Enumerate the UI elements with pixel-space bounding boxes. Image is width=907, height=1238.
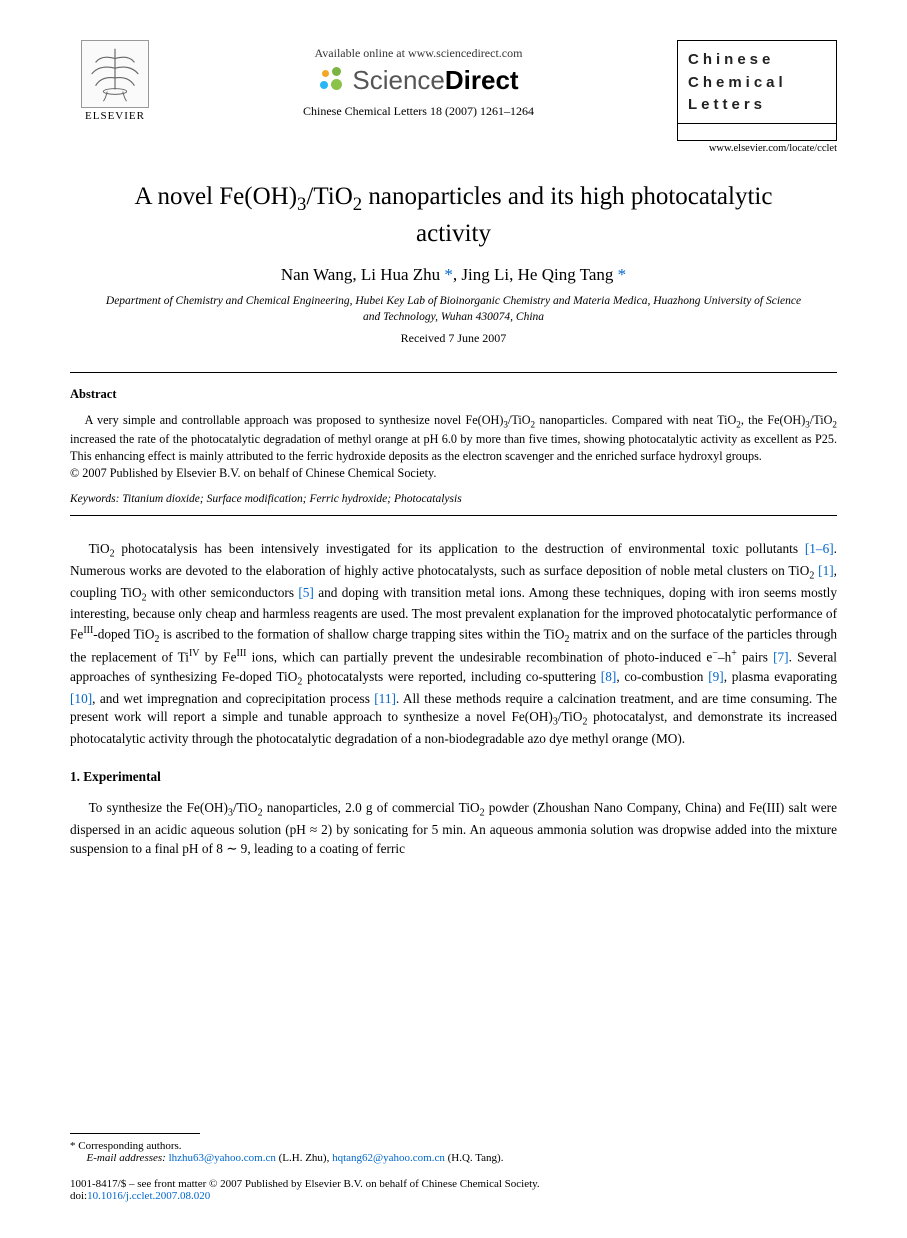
authors-line: Nan Wang, Li Hua Zhu *, Jing Li, He Qing… bbox=[70, 265, 837, 285]
available-online-text: Available online at www.sciencedirect.co… bbox=[160, 46, 677, 61]
doi-label: doi: bbox=[70, 1190, 87, 1202]
sciencedirect-dots-icon bbox=[318, 67, 346, 95]
journal-url[interactable]: www.elsevier.com/locate/cclet bbox=[677, 143, 837, 154]
corresponding-authors: * Corresponding authors. bbox=[70, 1140, 837, 1152]
sciencedirect-wordmark: ScienceDirect bbox=[352, 65, 518, 96]
issn-copyright: 1001-8417/$ – see front matter © 2007 Pu… bbox=[70, 1178, 837, 1190]
email-addresses: E-mail addresses: lhzhu63@yahoo.com.cn (… bbox=[87, 1152, 838, 1164]
section-1-heading: 1. Experimental bbox=[70, 769, 837, 785]
article-title: A novel Fe(OH)3/TiO2 nanoparticles and i… bbox=[100, 180, 807, 251]
email-link-1[interactable]: lhzhu63@yahoo.com.cn bbox=[169, 1152, 276, 1164]
journal-reference: Chinese Chemical Letters 18 (2007) 1261–… bbox=[160, 104, 677, 119]
header: ELSEVIER Available online at www.science… bbox=[70, 40, 837, 150]
page-footer: * Corresponding authors. E-mail addresse… bbox=[70, 1133, 837, 1202]
experimental-paragraph: To synthesize the Fe(OH)3/TiO2 nanoparti… bbox=[70, 799, 837, 859]
affiliation: Department of Chemistry and Chemical Eng… bbox=[100, 293, 807, 325]
journal-title-box: Chinese Chemical Letters bbox=[677, 40, 837, 141]
elsevier-name: ELSEVIER bbox=[70, 110, 160, 122]
journal-title: Chinese Chemical Letters bbox=[688, 49, 826, 117]
keywords-label: Keywords: bbox=[70, 493, 119, 505]
divider bbox=[70, 372, 837, 373]
doi-line: doi:10.1016/j.cclet.2007.08.020 bbox=[70, 1190, 837, 1202]
keywords-line: Keywords: Titanium dioxide; Surface modi… bbox=[70, 493, 837, 505]
received-date: Received 7 June 2007 bbox=[70, 331, 837, 346]
email-label: E-mail addresses: bbox=[87, 1152, 166, 1164]
abstract-text: A very simple and controllable approach … bbox=[70, 412, 837, 464]
sciencedirect-logo: ScienceDirect bbox=[160, 65, 677, 96]
doi-link[interactable]: 10.1016/j.cclet.2007.08.020 bbox=[87, 1190, 210, 1202]
abstract-copyright: © 2007 Published by Elsevier B.V. on beh… bbox=[70, 466, 837, 481]
email-who-1: (L.H. Zhu), bbox=[279, 1152, 330, 1164]
elsevier-tree-icon bbox=[81, 40, 149, 108]
divider bbox=[70, 515, 837, 516]
intro-paragraph: TiO2 photocatalysis has been intensively… bbox=[70, 540, 837, 749]
abstract-heading: Abstract bbox=[70, 387, 837, 402]
journal-box-wrap: Chinese Chemical Letters www.elsevier.co… bbox=[677, 40, 837, 154]
sciencedirect-block: Available online at www.sciencedirect.co… bbox=[160, 40, 677, 119]
keywords-list: Titanium dioxide; Surface modification; … bbox=[122, 493, 461, 505]
email-who-2: (H.Q. Tang). bbox=[448, 1152, 504, 1164]
email-link-2[interactable]: hqtang62@yahoo.com.cn bbox=[332, 1152, 445, 1164]
abstract-section: Abstract A very simple and controllable … bbox=[70, 387, 837, 481]
elsevier-logo-block: ELSEVIER bbox=[70, 40, 160, 122]
